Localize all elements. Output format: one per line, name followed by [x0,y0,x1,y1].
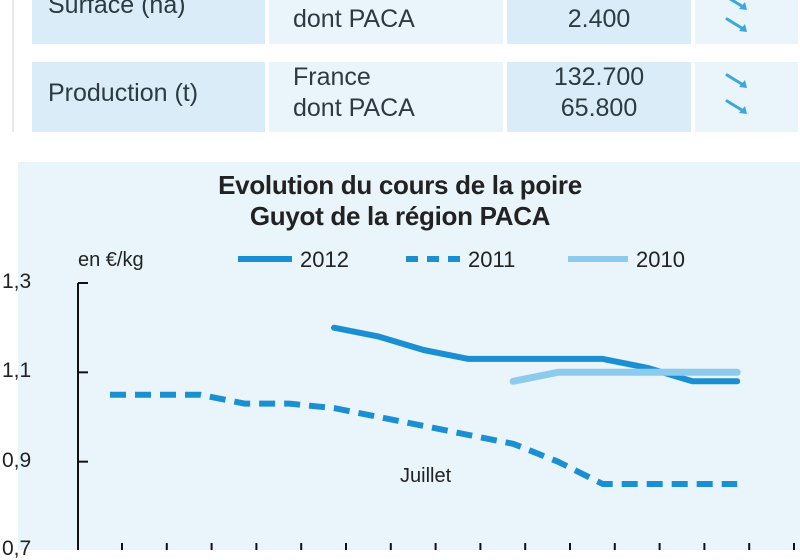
row-label-cell: Surface (ha) [32,0,265,44]
table-row-surface: Surface (ha) dont PACA 2.400 [32,0,798,44]
value-cell: 2.400 [507,0,691,44]
legend-label-2010: 2010 [636,247,685,272]
trend-down-icon [725,73,747,88]
row-label: Production (t) [48,79,199,107]
trend-cell [695,62,798,132]
value-label: 65.800 [560,94,638,122]
legend-swatch-2010 [568,256,628,262]
zone-label: France [293,63,371,91]
y-tick-label: 1,1 [2,359,32,382]
zone-label: dont PACA [293,94,415,122]
value-label: 2.400 [567,5,631,33]
series-line-2010 [509,368,741,385]
chart-title-line2: Guyot de la région PACA [249,201,551,231]
trend-cell [695,0,798,44]
row-label-cell: Production (t) [32,62,265,132]
value-cell: 132.700 65.800 [507,62,691,132]
series-line-2011 [110,391,738,487]
chart-title: Evolution du cours de la poire Guyot de … [0,170,800,232]
table-left-border [12,0,14,132]
value-label: 132.700 [553,63,645,91]
y-tick-label: 1,3 [2,270,32,293]
zone-cell: dont PACA [269,0,503,44]
legend-item-2012: 2012 [238,247,358,273]
y-tick-label: 0,9 [2,449,32,472]
legend-item-2011: 2011 [406,247,526,273]
trend-down-icon [729,0,747,10]
trend-down-icon [725,17,747,32]
zone-label: dont PACA [293,5,415,33]
legend-swatch-2011 [406,256,460,262]
chart-annotation-juillet: Juillet [400,465,452,487]
trend-down-icon [725,99,747,114]
zone-cell: France dont PACA [269,62,503,132]
table-row-production: Production (t) France dont PACA 132.700 … [32,62,798,132]
legend-label-2012: 2012 [300,247,349,272]
legend-swatch-2012 [238,256,292,262]
y-axis-unit-label: en €/kg [78,249,144,271]
row-label: Surface (ha) [48,0,186,19]
data-table: Surface (ha) dont PACA 2.400 Production … [0,0,800,140]
chart-title-line1: Evolution du cours de la poire [218,170,582,200]
legend-label-2011: 2011 [468,247,516,272]
chart-panel [18,162,800,550]
legend-item-2010: 2010 [568,247,698,273]
